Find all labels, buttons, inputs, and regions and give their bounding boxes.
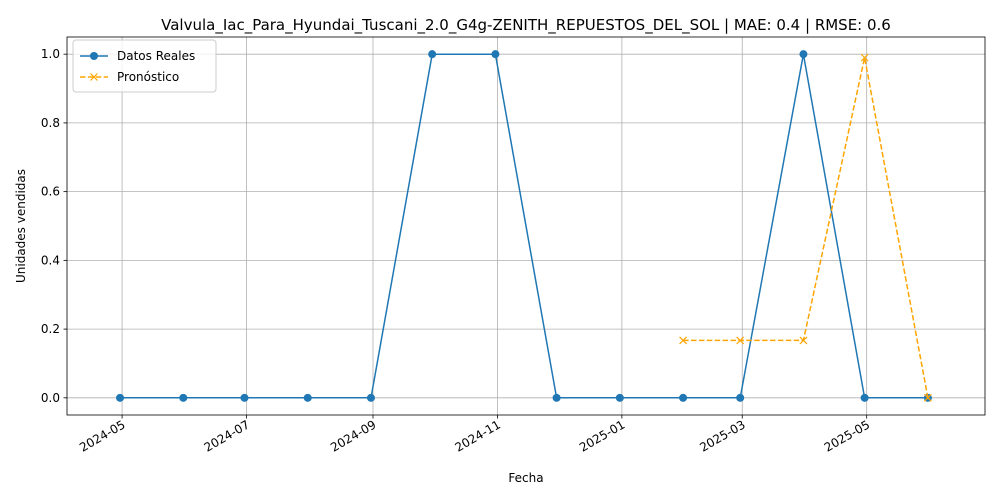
data-point-pronostico <box>799 336 808 345</box>
data-point-datos-reales <box>366 393 375 402</box>
data-point-pronostico <box>736 336 745 345</box>
legend-label-pronostico: Pronóstico <box>117 70 179 84</box>
series-layer <box>116 50 932 402</box>
data-point-datos-reales <box>491 50 500 59</box>
data-point-datos-reales <box>679 393 688 402</box>
y-tick-label: 1.0 <box>41 47 60 61</box>
legend-marker-pronostico <box>90 73 98 81</box>
legend-label-datos-reales: Datos Reales <box>117 49 195 63</box>
legend-marker-datos-reales <box>90 52 98 60</box>
data-point-pronostico <box>679 336 688 345</box>
data-point-pronostico <box>923 393 932 402</box>
data-point-datos-reales <box>860 393 869 402</box>
data-point-datos-reales <box>552 393 561 402</box>
y-tick-label: 0.4 <box>41 253 60 267</box>
data-point-datos-reales <box>179 393 188 402</box>
y-tick-label: 0.0 <box>41 391 60 405</box>
chart-title: Valvula_Iac_Para_Hyundai_Tuscani_2.0_G4g… <box>161 16 891 35</box>
data-point-datos-reales <box>428 50 437 59</box>
data-point-datos-reales <box>116 393 125 402</box>
data-point-datos-reales <box>799 50 808 59</box>
data-point-pronostico <box>860 53 869 62</box>
legend: Datos Reales Pronóstico <box>72 39 217 93</box>
plot-frame <box>66 36 986 416</box>
y-tick-label: 0.8 <box>41 116 60 130</box>
data-point-datos-reales <box>615 393 624 402</box>
y-tick-label: 0.6 <box>41 185 60 199</box>
legend-box <box>72 39 217 93</box>
data-point-datos-reales <box>736 393 745 402</box>
y-axis-title: Unidades vendidas <box>14 169 28 283</box>
y-tick-label: 0.2 <box>41 322 60 336</box>
x-axis-title: Fecha <box>508 471 543 485</box>
series-line-datos-reales <box>120 53 928 399</box>
data-point-datos-reales <box>240 393 249 402</box>
data-point-datos-reales <box>303 393 312 402</box>
